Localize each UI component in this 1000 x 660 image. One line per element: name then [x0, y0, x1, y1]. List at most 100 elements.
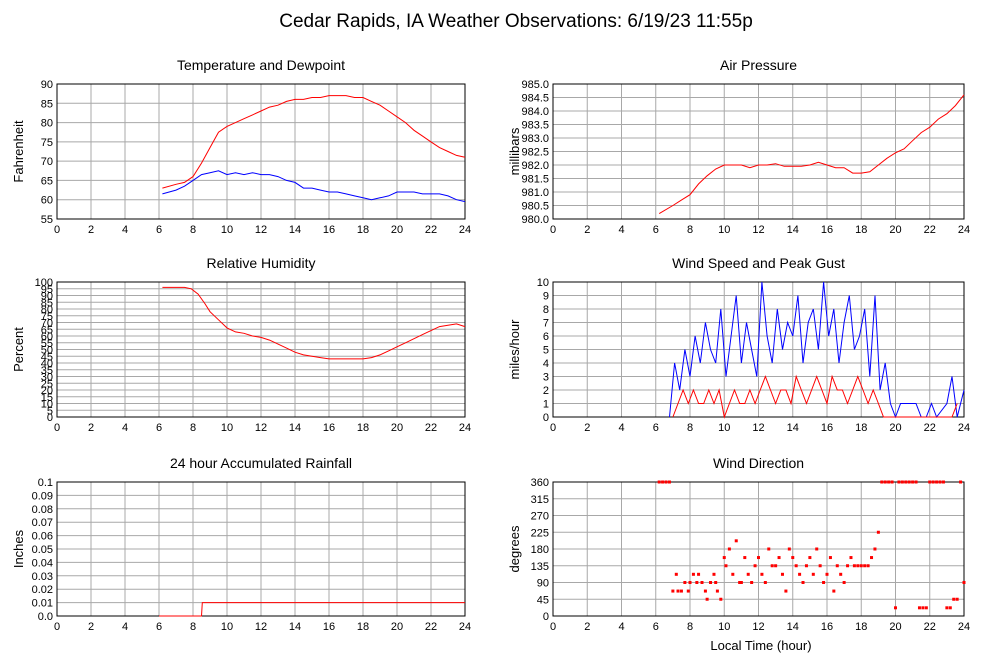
x-tick-label: 0 — [550, 224, 556, 236]
data-point — [794, 564, 798, 568]
x-tick-label: 18 — [357, 422, 369, 434]
y-tick-label: 4 — [543, 358, 549, 370]
y-axis-label: Fahrenheit — [11, 120, 26, 183]
y-tick-label: 55 — [41, 338, 53, 350]
x-tick-label: 8 — [190, 621, 196, 633]
data-point — [945, 606, 949, 610]
y-tick-label: 15 — [41, 392, 53, 404]
data-point — [876, 530, 880, 534]
data-point — [777, 556, 781, 560]
series-line-0 — [162, 286, 466, 360]
data-point — [931, 480, 935, 484]
x-tick-label: 22 — [924, 621, 936, 633]
data-point — [938, 480, 942, 484]
y-tick-label: 0.09 — [32, 490, 53, 502]
x-tick-label: 2 — [584, 422, 590, 434]
data-point — [664, 480, 668, 484]
y-tick-label: 983.5 — [521, 120, 549, 132]
data-point — [852, 564, 856, 568]
x-tick-label: 18 — [855, 621, 867, 633]
panel-title: Relative Humidity — [207, 255, 316, 271]
y-tick-label: 0.01 — [32, 598, 53, 610]
x-tick-label: 20 — [391, 422, 403, 434]
y-tick-label: 3 — [543, 372, 549, 384]
x-tick-label: 20 — [889, 621, 901, 633]
y-tick-label: 65 — [41, 324, 53, 336]
y-axis-label: millibars — [507, 127, 522, 175]
series-line-0 — [669, 281, 965, 419]
series-line-1 — [162, 170, 466, 203]
data-point — [917, 606, 921, 610]
data-point — [801, 581, 805, 584]
x-tick-label: 14 — [787, 224, 799, 236]
chart-panels: 0 2 4 6 8 10 12 14 16 18 20 22 245560657075808590Tem… — [11, 57, 970, 633]
data-point — [743, 556, 747, 560]
y-tick-label: 360 — [531, 477, 549, 489]
panel-title: Air Pressure — [720, 57, 797, 73]
x-tick-label: 16 — [821, 621, 833, 633]
data-point — [818, 564, 822, 568]
y-tick-label: 0.05 — [32, 544, 53, 556]
x-tick-label: 6 — [156, 224, 162, 236]
y-tick-label: 984.0 — [521, 106, 549, 118]
data-point — [724, 564, 728, 568]
y-tick-label: 980.5 — [521, 201, 549, 213]
data-point — [808, 556, 812, 560]
x-tick-label: 12 — [752, 422, 764, 434]
x-axis-label: Local Time (hour) — [710, 638, 811, 653]
x-tick-label: 2 — [584, 621, 590, 633]
y-tick-label: 35 — [41, 365, 53, 377]
series-line-0 — [159, 602, 465, 617]
y-tick-label: 10 — [537, 277, 549, 289]
x-tick-label: 22 — [425, 621, 437, 633]
y-tick-label: 0 — [543, 412, 549, 424]
y-tick-label: 85 — [41, 297, 53, 309]
data-point — [873, 547, 877, 551]
data-point — [688, 581, 692, 584]
data-point — [880, 480, 884, 484]
x-tick-label: 4 — [618, 422, 624, 434]
y-tick-label: 45 — [537, 594, 549, 606]
y-tick-label: 70 — [41, 318, 53, 330]
x-tick-label: 24 — [459, 621, 471, 633]
y-tick-label: 45 — [41, 351, 53, 363]
data-point — [904, 480, 908, 484]
y-tick-label: 75 — [41, 311, 53, 323]
data-point — [697, 572, 701, 576]
y-tick-label: 90 — [41, 291, 53, 303]
y-tick-label: 70 — [41, 156, 53, 168]
y-tick-label: 100 — [35, 277, 53, 289]
data-point — [948, 606, 952, 610]
y-tick-label: 983.0 — [521, 133, 549, 145]
series-line-0 — [658, 94, 965, 215]
data-point — [866, 564, 870, 568]
y-tick-label: 50 — [41, 345, 53, 357]
x-tick-label: 8 — [190, 422, 196, 434]
y-tick-label: 65 — [41, 175, 53, 187]
data-point — [870, 556, 874, 560]
x-tick-label: 22 — [425, 422, 437, 434]
x-tick-label: 10 — [221, 422, 233, 434]
x-tick-label: 14 — [289, 621, 301, 633]
data-point — [835, 564, 839, 568]
data-point — [928, 480, 932, 484]
data-point — [674, 572, 678, 576]
y-tick-label: 0 — [47, 412, 53, 424]
y-tick-label: 10 — [41, 399, 53, 411]
x-tick-label: 2 — [88, 621, 94, 633]
data-point — [763, 581, 767, 584]
data-point — [897, 480, 901, 484]
y-tick-label: 25 — [41, 378, 53, 390]
data-point — [739, 581, 743, 584]
data-point — [695, 581, 699, 584]
y-tick-label: 95 — [41, 284, 53, 296]
data-point — [962, 581, 966, 584]
figure-title: Cedar Rapids, IA Weather Observations: 6… — [279, 11, 753, 32]
x-tick-label: 16 — [821, 422, 833, 434]
x-tick-label: 20 — [889, 422, 901, 434]
x-tick-label: 22 — [425, 224, 437, 236]
data-point — [798, 572, 802, 576]
data-point — [815, 547, 819, 551]
data-point — [859, 564, 863, 568]
